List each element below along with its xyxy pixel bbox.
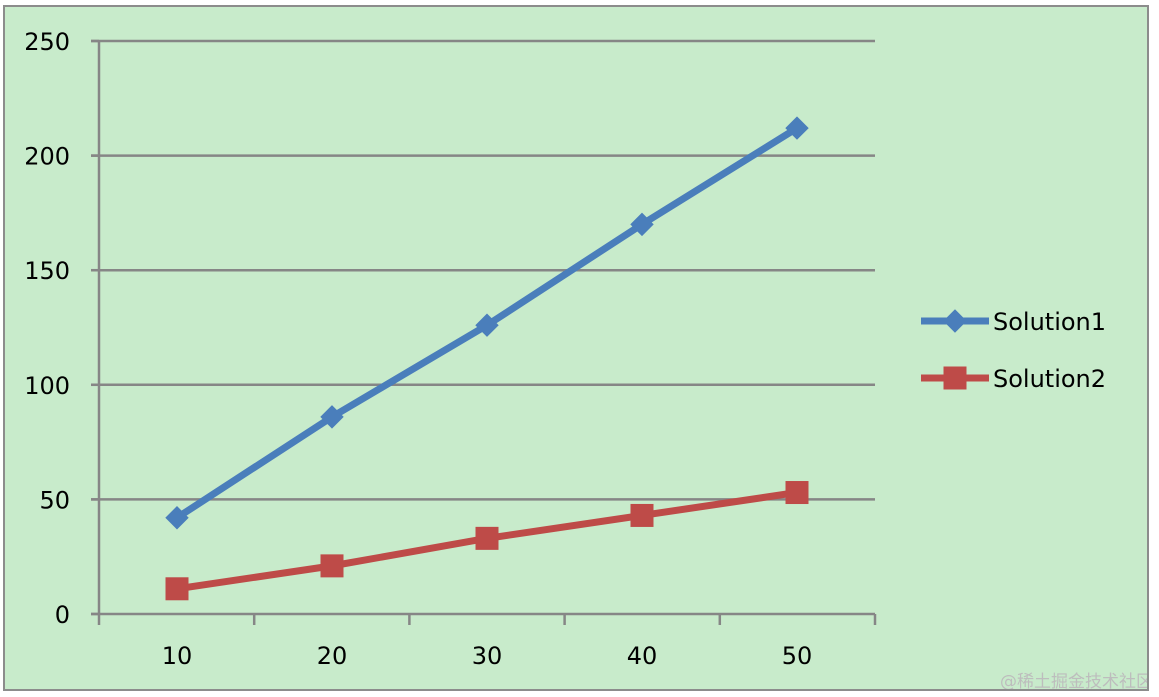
data-point (785, 116, 809, 140)
legend-marker (943, 309, 967, 333)
y-tick-label: 150 (24, 257, 70, 285)
y-tick-label: 50 (39, 486, 70, 514)
y-tick-label: 0 (55, 601, 70, 629)
legend-label: Solution2 (993, 365, 1106, 393)
x-tick-label: 20 (317, 642, 348, 670)
series-solution2 (165, 481, 809, 601)
x-tick-label: 40 (627, 642, 658, 670)
data-point (320, 554, 344, 578)
y-tick-label: 250 (24, 28, 70, 56)
x-tick-labels: 10 20 30 40 50 (162, 642, 813, 670)
x-tick-label: 30 (472, 642, 503, 670)
axes (91, 39, 877, 625)
data-point (320, 405, 344, 429)
legend-item: Solution2 (921, 365, 1106, 393)
data-point (630, 503, 654, 527)
legend-label: Solution1 (993, 308, 1106, 336)
x-tick-label: 50 (782, 642, 813, 670)
data-point (785, 481, 809, 505)
y-tick-label: 200 (24, 143, 70, 171)
data-point (630, 212, 654, 237)
y-tick-label: 100 (24, 372, 70, 400)
series (165, 116, 809, 601)
legend-marker (943, 366, 967, 390)
chart-frame: 0 50 100 150 200 250 10 20 30 40 50 Solution1 Solu… (3, 5, 1149, 691)
watermark-text: @稀土掘金技术社区 (1000, 672, 1149, 691)
data-point (165, 506, 189, 530)
data-point (165, 577, 189, 601)
data-point (475, 526, 499, 550)
legend-item: Solution1 (921, 308, 1106, 336)
legend: Solution1 Solution2 (921, 308, 1106, 393)
chart-background (5, 7, 1147, 689)
y-tick-labels: 0 50 100 150 200 250 (24, 28, 70, 629)
data-point (475, 313, 499, 337)
series-solution1 (165, 116, 809, 530)
x-tick-label: 10 (162, 642, 193, 670)
